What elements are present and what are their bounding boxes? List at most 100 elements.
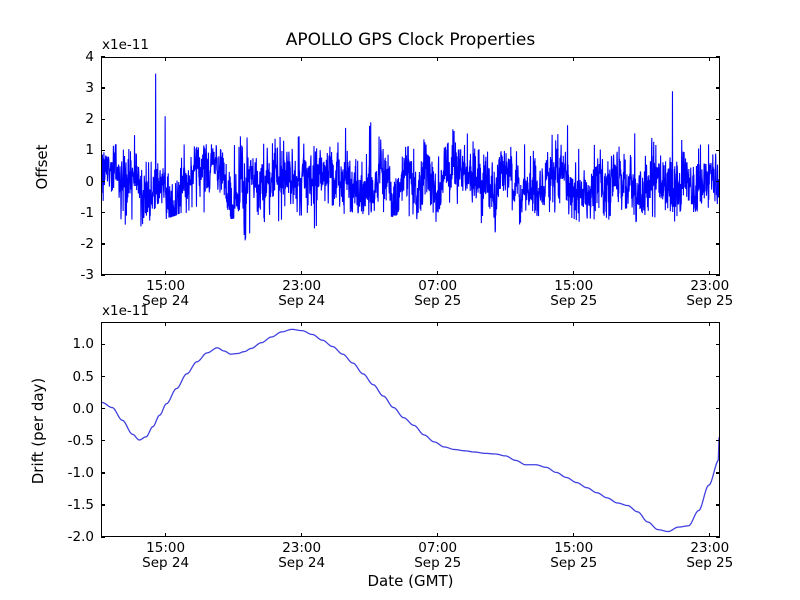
xtick-time: 23:00 (690, 540, 730, 556)
offset-y-axis-label: Offset (33, 144, 51, 190)
drift-ytick-label: -1.5 (67, 496, 94, 513)
drift-ytick-mark (101, 504, 105, 506)
offset-ytick-label: 2 (85, 111, 94, 128)
offset-ytick-label: 0 (85, 173, 94, 190)
xtick-date: Sep 25 (550, 555, 598, 571)
xtick-time: 15:00 (554, 540, 594, 556)
drift-xtick-label: 23:00 Sep 25 (686, 541, 733, 571)
drift-axis-exponent-label: x1e-11 (102, 303, 149, 319)
offset-xtick-mark-top (573, 57, 575, 61)
xtick-date: Sep 25 (414, 293, 462, 309)
offset-trace-svg (102, 73, 719, 241)
drift-ytick-mark (101, 440, 105, 442)
xtick-date: Sep 25 (686, 555, 734, 571)
offset-xtick-mark-top (300, 57, 303, 61)
offset-plot-area (101, 57, 720, 275)
offset-ytick-label: 1 (85, 142, 94, 159)
drift-xtick-mark (573, 533, 575, 537)
drift-ytick-mark-right (716, 375, 720, 378)
drift-plot-area (101, 322, 720, 537)
drift-trace-svg (102, 328, 719, 533)
xtick-date: Sep 25 (550, 293, 598, 309)
offset-ytick-mark-right (716, 118, 720, 120)
offset-ytick-mark (101, 118, 105, 120)
drift-ytick-label: 1.0 (72, 336, 94, 353)
offset-xtick-mark (300, 271, 303, 275)
offset-xtick-mark (709, 271, 711, 275)
drift-xtick-mark (437, 533, 439, 537)
offset-ytick-mark-right (716, 212, 720, 214)
drift-xtick-label: 15:00 Sep 24 (142, 541, 189, 571)
drift-ytick-label: -0.5 (67, 432, 94, 449)
offset-ytick-label: 3 (85, 80, 94, 97)
offset-ytick-label: -2 (80, 235, 94, 252)
xtick-date: Sep 25 (414, 555, 462, 571)
offset-ytick-mark-right (716, 87, 720, 89)
offset-xtick-mark (437, 271, 439, 275)
drift-ytick-label: 0.0 (72, 400, 94, 417)
xtick-time: 07:00 (418, 278, 458, 294)
drift-xtick-label: 15:00 Sep 25 (550, 541, 597, 571)
offset-ytick-mark (101, 243, 105, 245)
xtick-time: 23:00 (690, 278, 730, 294)
drift-ytick-mark (101, 536, 105, 538)
drift-ytick-mark-right (716, 407, 720, 410)
xtick-time: 07:00 (418, 540, 458, 556)
xtick-date: Sep 24 (278, 293, 326, 309)
offset-ytick-label: 4 (85, 49, 94, 65)
offset-ytick-mark (101, 212, 105, 214)
drift-ytick-label: 0.5 (72, 368, 94, 385)
drift-xtick-mark-top (573, 322, 575, 326)
drift-ytick-mark-right (716, 472, 720, 474)
xtick-time: 23:00 (282, 540, 322, 556)
offset-xtick-mark (573, 271, 575, 275)
drift-xtick-mark (164, 533, 167, 537)
drift-xtick-mark-top (300, 322, 303, 326)
drift-xtick-label: 07:00 Sep 25 (414, 541, 461, 571)
offset-ytick-mark (101, 180, 105, 183)
drift-ytick-mark (101, 407, 105, 410)
drift-ytick-mark-right (716, 504, 720, 506)
offset-ytick-mark (101, 274, 105, 276)
offset-ytick-label: -1 (80, 204, 94, 221)
drift-y-axis-label: Drift (per day) (29, 377, 47, 485)
offset-xtick-label: 15:00 Sep 24 (142, 279, 189, 309)
x-axis-label: Date (GMT) (367, 572, 454, 590)
offset-ytick-mark-right (716, 149, 720, 152)
offset-ytick-mark-right (716, 180, 720, 183)
drift-xtick-mark-top (164, 322, 167, 326)
offset-xtick-mark (164, 271, 167, 275)
drift-ytick-mark-right (716, 536, 720, 538)
offset-noise-trace (102, 73, 719, 241)
offset-axis-exponent-label: x1e-11 (102, 37, 149, 53)
drift-ytick-mark-right (716, 440, 720, 442)
xtick-date: Sep 24 (142, 293, 190, 309)
drift-ytick-mark-right (716, 343, 720, 346)
offset-ytick-label: -3 (80, 267, 94, 283)
offset-xtick-label: 07:00 Sep 25 (414, 279, 461, 309)
xtick-date: Sep 24 (278, 555, 326, 571)
xtick-date: Sep 25 (686, 293, 734, 309)
drift-xtick-mark-top (709, 322, 711, 326)
offset-xtick-label: 23:00 Sep 25 (686, 279, 733, 309)
drift-ytick-mark (101, 343, 105, 346)
offset-xtick-mark-top (164, 57, 167, 61)
xtick-time: 15:00 (146, 540, 186, 556)
drift-ytick-label: -2.0 (67, 529, 94, 545)
offset-ytick-mark (101, 87, 105, 89)
drift-xtick-mark-top (437, 322, 439, 326)
offset-ytick-mark-right (716, 274, 720, 276)
drift-xtick-label: 23:00 Sep 24 (278, 541, 325, 571)
xtick-time: 23:00 (282, 278, 322, 294)
offset-ytick-mark (101, 149, 105, 152)
offset-xtick-label: 23:00 Sep 24 (278, 279, 325, 309)
offset-ytick-mark (101, 56, 105, 58)
xtick-time: 15:00 (146, 278, 186, 294)
drift-ytick-mark (101, 472, 105, 474)
drift-curve-trace (102, 328, 719, 533)
page-title: APOLLO GPS Clock Properties (285, 30, 536, 50)
drift-ytick-label: -1.0 (67, 464, 94, 481)
drift-xtick-mark (709, 533, 711, 537)
offset-xtick-mark-top (709, 57, 711, 61)
